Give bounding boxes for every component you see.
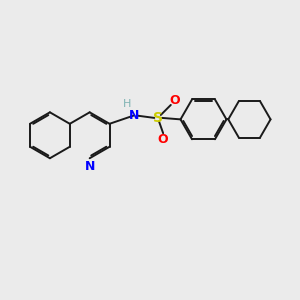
Text: N: N <box>85 160 95 173</box>
Text: O: O <box>158 133 169 146</box>
Text: S: S <box>153 111 163 125</box>
Text: O: O <box>169 94 180 107</box>
Text: H: H <box>123 99 131 109</box>
Text: N: N <box>128 109 139 122</box>
